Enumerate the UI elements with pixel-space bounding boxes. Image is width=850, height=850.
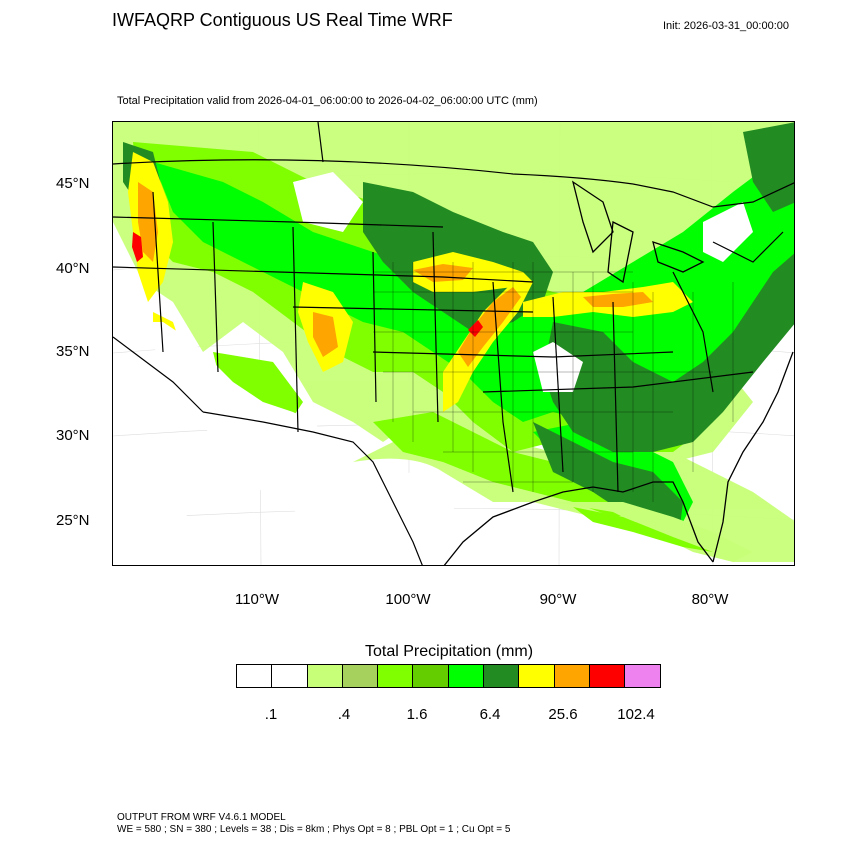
legend-swatch — [588, 664, 626, 688]
ocean-precip — [553, 502, 753, 562]
lon-label-110w: 110°W — [234, 591, 280, 608]
lon-label-100w: 100°W — [385, 591, 431, 608]
lat-label-35n: 35°N — [56, 343, 90, 360]
valid-period: Total Precipitation valid from 2026-04-0… — [117, 95, 538, 107]
county-borders — [373, 262, 734, 502]
legend-label: 102.4 — [617, 706, 655, 723]
legend-swatch — [306, 664, 343, 688]
dry-regions — [113, 172, 753, 565]
legend-swatch — [341, 664, 379, 688]
lon-label-80w: 80°W — [691, 591, 729, 608]
legend-title: Total Precipitation (mm) — [365, 643, 534, 660]
legend-swatch — [271, 664, 308, 688]
model-info: OUTPUT FROM WRF V4.6.1 MODEL — [117, 812, 286, 823]
precip-red-core — [132, 232, 483, 337]
legend-swatch — [447, 664, 485, 688]
lat-label-40n: 40°N — [56, 260, 90, 277]
coastlines — [443, 180, 794, 565]
lat-label-25n: 25°N — [56, 512, 90, 529]
legend-swatch — [518, 664, 555, 688]
legend-swatch — [553, 664, 590, 688]
lon-label-90w: 90°W — [539, 591, 577, 608]
legend-swatch — [377, 664, 414, 688]
legend-label: .1 — [264, 706, 278, 723]
model-config: WE = 580 ; SN = 380 ; Levels = 38 ; Dis … — [117, 824, 511, 835]
legend-label: .4 — [337, 706, 351, 723]
main-title: IWFAQRP Contiguous US Real Time WRF — [112, 10, 453, 30]
legend-label: 6.4 — [479, 706, 501, 723]
legend-swatch — [236, 664, 273, 688]
precipitation-map — [112, 121, 795, 566]
legend-swatch — [483, 664, 520, 688]
legend-label: 1.6 — [406, 706, 428, 723]
legend-swatch — [412, 664, 449, 688]
precip-orange-core — [138, 182, 653, 367]
lat-label-45n: 45°N — [56, 175, 90, 192]
legend-colorbar — [236, 664, 661, 688]
legend-label: 25.6 — [548, 706, 578, 723]
init-time: Init: 2026-03-31_00:00:00 — [663, 20, 789, 32]
lat-label-30n: 30°N — [56, 427, 90, 444]
legend-swatch — [624, 664, 661, 688]
